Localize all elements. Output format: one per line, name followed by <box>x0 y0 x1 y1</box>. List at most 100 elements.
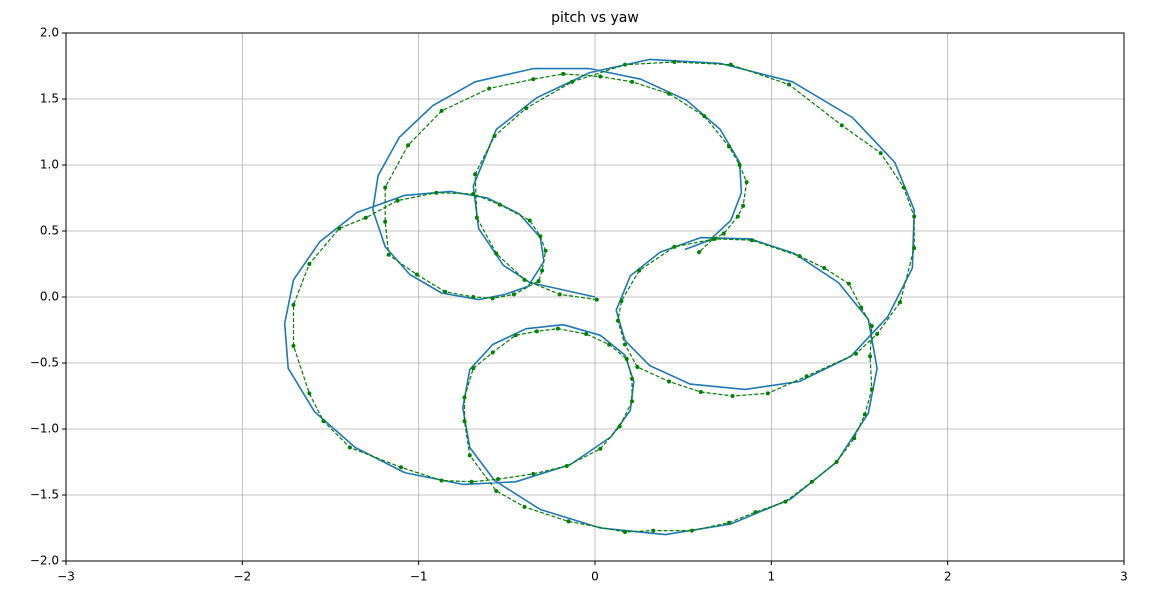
point <box>728 62 733 67</box>
point <box>511 292 516 297</box>
point <box>727 520 732 525</box>
point <box>868 354 873 359</box>
point <box>878 151 883 156</box>
point <box>399 465 404 470</box>
y-tick-label: −0.5 <box>30 356 59 370</box>
point <box>735 214 740 219</box>
point <box>783 499 788 504</box>
point <box>395 198 400 203</box>
point <box>689 528 694 533</box>
point <box>667 91 672 96</box>
point <box>617 424 622 429</box>
point <box>467 453 472 458</box>
point <box>822 265 827 270</box>
point <box>737 163 742 167</box>
point <box>594 297 599 302</box>
point <box>543 248 548 253</box>
x-tick-label: −2 <box>233 570 251 584</box>
y-tick-label: 1.5 <box>40 92 59 106</box>
plot-frame <box>65 32 1125 562</box>
point <box>721 231 726 236</box>
point <box>753 510 758 515</box>
point <box>598 74 603 79</box>
point <box>494 489 499 494</box>
point <box>471 295 476 299</box>
point <box>730 394 735 398</box>
point <box>513 333 518 338</box>
point <box>538 234 543 239</box>
point <box>622 62 627 67</box>
point <box>786 82 791 87</box>
point <box>555 326 560 331</box>
point <box>534 329 539 334</box>
point <box>473 172 478 177</box>
y-tick-label: −2.0 <box>30 554 59 568</box>
point <box>439 478 444 483</box>
x-tick-label: 3 <box>1120 570 1128 584</box>
point <box>622 529 627 534</box>
point <box>469 479 474 484</box>
point <box>875 331 880 336</box>
point <box>834 460 839 464</box>
point <box>697 250 702 255</box>
y-tick-label: −1.5 <box>30 488 59 502</box>
point <box>869 387 874 392</box>
y-tick-label: −1.0 <box>30 422 59 436</box>
point <box>797 254 802 259</box>
point <box>852 436 857 441</box>
point <box>439 108 444 113</box>
point <box>474 215 479 220</box>
point <box>630 399 635 404</box>
point <box>434 190 439 195</box>
point <box>363 215 368 220</box>
point <box>672 244 677 249</box>
point <box>598 446 603 451</box>
point <box>443 289 448 294</box>
point <box>727 144 732 149</box>
point <box>386 252 391 257</box>
point <box>524 106 529 111</box>
point <box>804 374 809 379</box>
point <box>672 60 677 65</box>
point <box>619 298 624 303</box>
point <box>307 391 312 396</box>
point <box>702 114 707 119</box>
point <box>711 236 716 241</box>
point <box>667 379 672 384</box>
point <box>607 342 612 347</box>
point <box>912 214 917 219</box>
point <box>490 350 495 355</box>
point <box>846 281 851 286</box>
point <box>862 412 867 417</box>
x-tick-label: −3 <box>57 570 75 584</box>
point <box>898 300 903 305</box>
point <box>584 331 589 336</box>
point <box>497 202 502 207</box>
point <box>496 477 501 482</box>
point <box>869 324 874 329</box>
y-tick-label: 0.5 <box>40 224 59 238</box>
point <box>414 272 419 277</box>
point <box>651 528 656 533</box>
point <box>749 238 754 243</box>
x-tick-label: 0 <box>591 570 599 584</box>
point <box>531 471 536 476</box>
point <box>494 251 499 256</box>
point <box>383 219 388 224</box>
point <box>630 79 635 84</box>
point <box>765 391 770 396</box>
point <box>637 268 642 273</box>
point <box>462 395 467 400</box>
point <box>624 357 629 362</box>
point <box>566 519 571 524</box>
point <box>809 479 814 484</box>
point <box>561 71 566 76</box>
point <box>570 79 575 84</box>
point <box>622 342 627 347</box>
point <box>383 185 388 190</box>
x-tick-label: −1 <box>410 570 428 584</box>
point <box>912 246 917 251</box>
point <box>406 143 411 148</box>
point <box>635 364 640 369</box>
